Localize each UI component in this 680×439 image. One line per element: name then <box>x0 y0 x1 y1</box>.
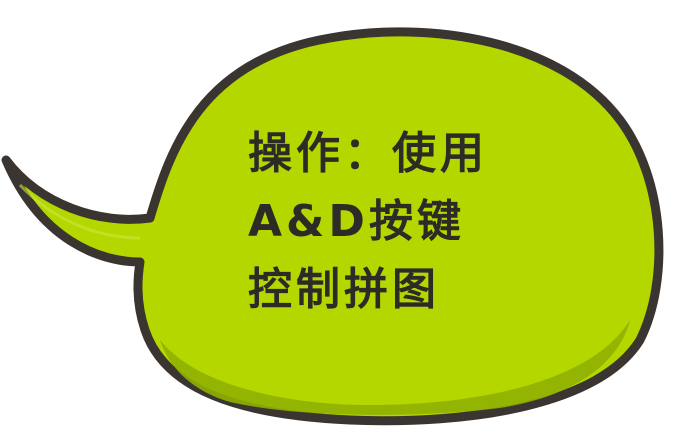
instruction-text: 操作：使用 A&D按键 控制拼图 <box>248 120 578 324</box>
instruction-line-2: A&D按键 <box>248 196 465 247</box>
speech-bubble-shadow <box>160 320 630 415</box>
speech-bubble-tail-highlight <box>18 183 141 240</box>
instruction-line-1: 操作：使用 <box>248 128 488 179</box>
instruction-line-3: 控制拼图 <box>248 264 440 315</box>
speech-bubble-body <box>1 27 664 426</box>
